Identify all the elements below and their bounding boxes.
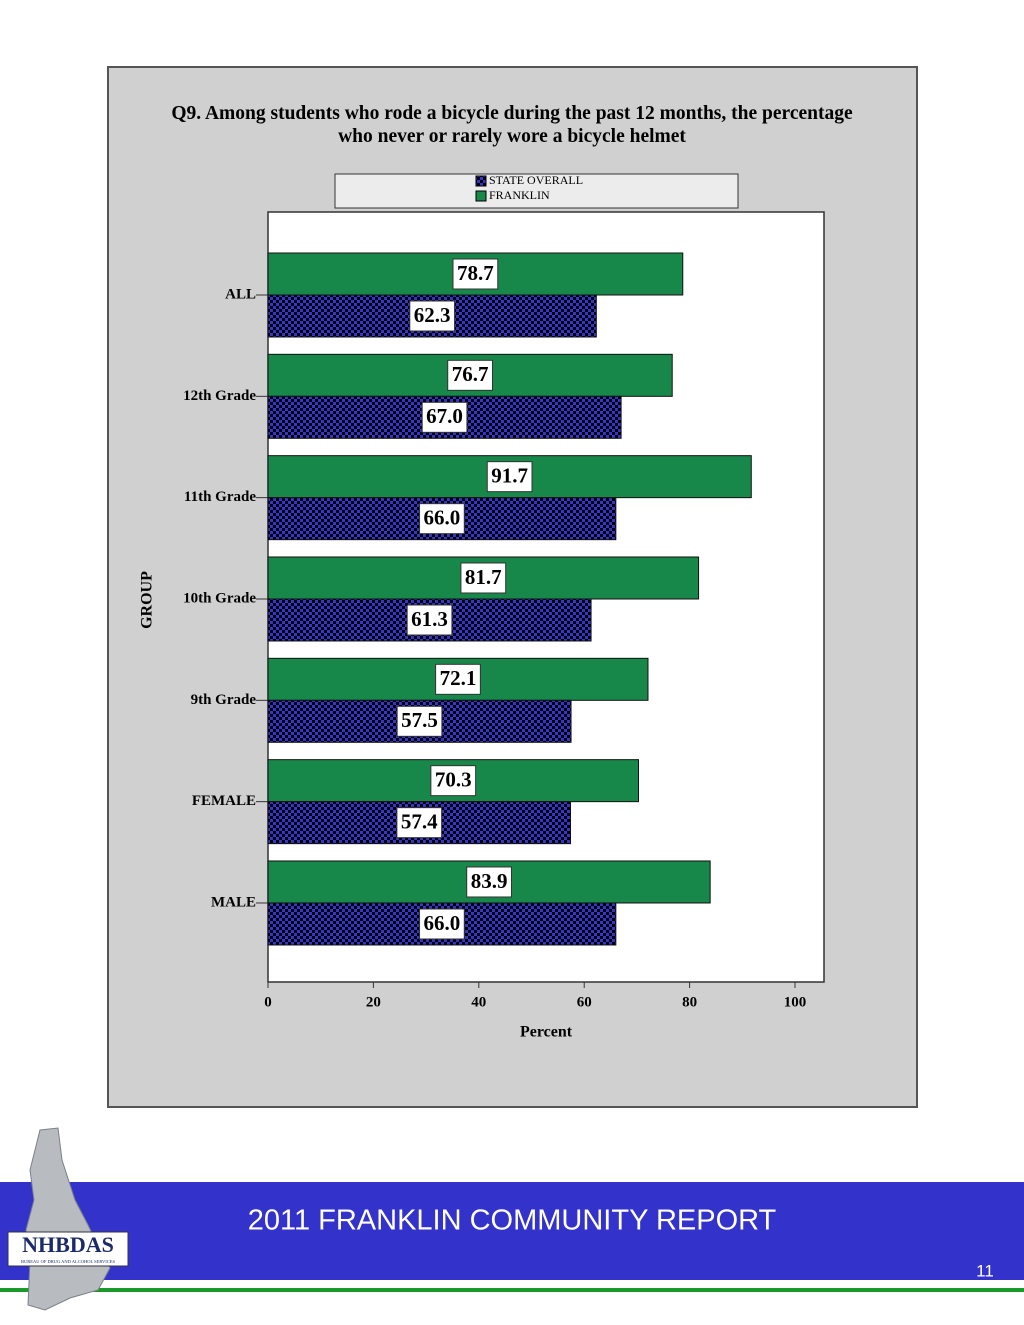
- logo-box: [7, 1231, 129, 1267]
- legend-box: [334, 173, 739, 209]
- x-tick-label: 0: [264, 994, 272, 1010]
- x-axis-label: Percent: [520, 1024, 573, 1041]
- footer-title: 2011 FRANKLIN COMMUNITY REPORT: [248, 1205, 777, 1237]
- value-label-box: [430, 765, 477, 797]
- legend-swatch: [475, 175, 487, 187]
- value-label-box: [447, 359, 493, 391]
- x-tick-label: 60: [577, 994, 592, 1010]
- page-number: 11: [976, 1261, 994, 1280]
- logo-name: NHBDAS: [22, 1232, 114, 1257]
- legend-swatch: [475, 190, 487, 202]
- value-label-box: [466, 866, 512, 898]
- value-label: 72.1: [440, 666, 477, 690]
- value-label: 91.7: [491, 463, 528, 487]
- value-label: 62.3: [414, 303, 451, 327]
- y-axis-label: GROUP: [139, 571, 156, 629]
- value-label: 76.7: [452, 362, 489, 386]
- y-tick-label: FEMALE: [192, 793, 256, 809]
- legend-label: STATE OVERALL: [489, 173, 583, 187]
- value-label-box: [396, 705, 443, 737]
- logo-subtitle: BUREAU OF DRUG AND ALCOHOL SERVICES: [21, 1259, 116, 1264]
- value-label-box: [419, 908, 465, 940]
- value-label: 78.7: [457, 261, 494, 285]
- value-label: 61.3: [411, 607, 448, 631]
- x-tick-label: 20: [366, 994, 381, 1010]
- value-label: 67.0: [426, 404, 463, 428]
- value-label-box: [419, 503, 465, 535]
- x-tick-label: 100: [784, 994, 807, 1010]
- y-tick-label: MALE: [211, 894, 256, 910]
- y-tick-label: 12th Grade: [183, 388, 256, 404]
- chart-title: Q9. Among students who rode a bicycle du…: [171, 103, 853, 147]
- footer-rule: [0, 1288, 1024, 1292]
- footer-band: [0, 1182, 1024, 1280]
- value-label: 83.9: [471, 869, 508, 893]
- legend-label: FRANKLIN: [489, 188, 550, 202]
- value-label-box: [396, 807, 443, 839]
- x-tick-label: 80: [682, 994, 697, 1010]
- value-label: 70.3: [435, 767, 472, 791]
- value-label: 57.4: [401, 809, 438, 833]
- value-label-box: [452, 258, 499, 290]
- y-tick-label: 11th Grade: [184, 489, 256, 505]
- value-label-box: [406, 604, 453, 636]
- value-label: 81.7: [465, 565, 502, 589]
- value-label: 57.5: [401, 708, 438, 732]
- value-label-box: [421, 401, 468, 433]
- y-tick-label: 9th Grade: [191, 692, 257, 708]
- y-tick-label: 10th Grade: [183, 590, 256, 606]
- y-tick-label: ALL: [225, 286, 256, 302]
- value-label: 66.0: [424, 505, 461, 529]
- value-label-box: [486, 461, 533, 493]
- value-label-box: [409, 300, 456, 332]
- value-label-box: [460, 562, 507, 594]
- value-label-box: [435, 663, 481, 695]
- value-label: 66.0: [424, 911, 461, 935]
- x-tick-label: 40: [471, 994, 486, 1010]
